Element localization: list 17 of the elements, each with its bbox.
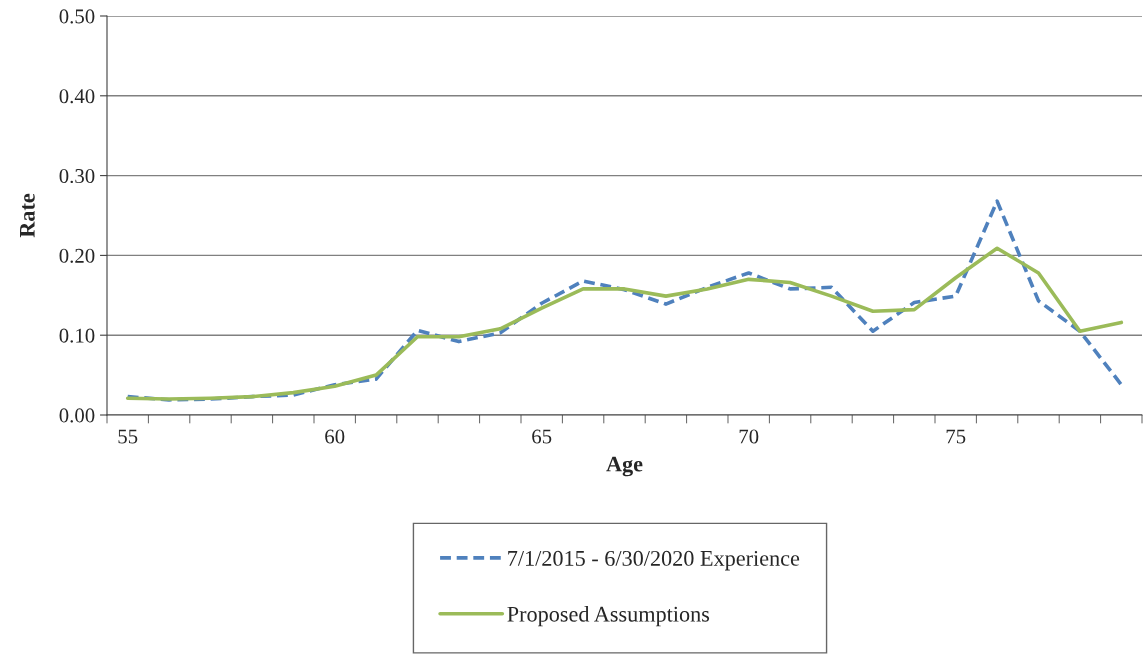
y-tick-label: 0.00 <box>59 408 95 423</box>
y-tick-label: 0.50 <box>59 9 95 24</box>
legend-label: 7/1/2015 - 6/30/2020 Experience <box>508 550 800 571</box>
line-series <box>125 246 1124 401</box>
y-tick-label: 0.10 <box>59 328 95 343</box>
y-tick-label: 0.30 <box>59 168 95 184</box>
line-series <box>125 199 1124 402</box>
x-tick-label: 75 <box>946 429 966 444</box>
x-tick-label: 65 <box>532 429 552 444</box>
y-tick-label: 0.40 <box>59 89 95 104</box>
x-tick-label: 70 <box>739 429 759 444</box>
legend-label: Proposed Assumptions <box>507 606 710 627</box>
x-axis-title: Age <box>606 456 643 477</box>
x-tick-label: 55 <box>118 429 138 444</box>
x-tick-label: 60 <box>325 429 345 444</box>
y-tick-label: 0.20 <box>59 248 95 263</box>
y-axis-title: Rate <box>20 193 35 238</box>
